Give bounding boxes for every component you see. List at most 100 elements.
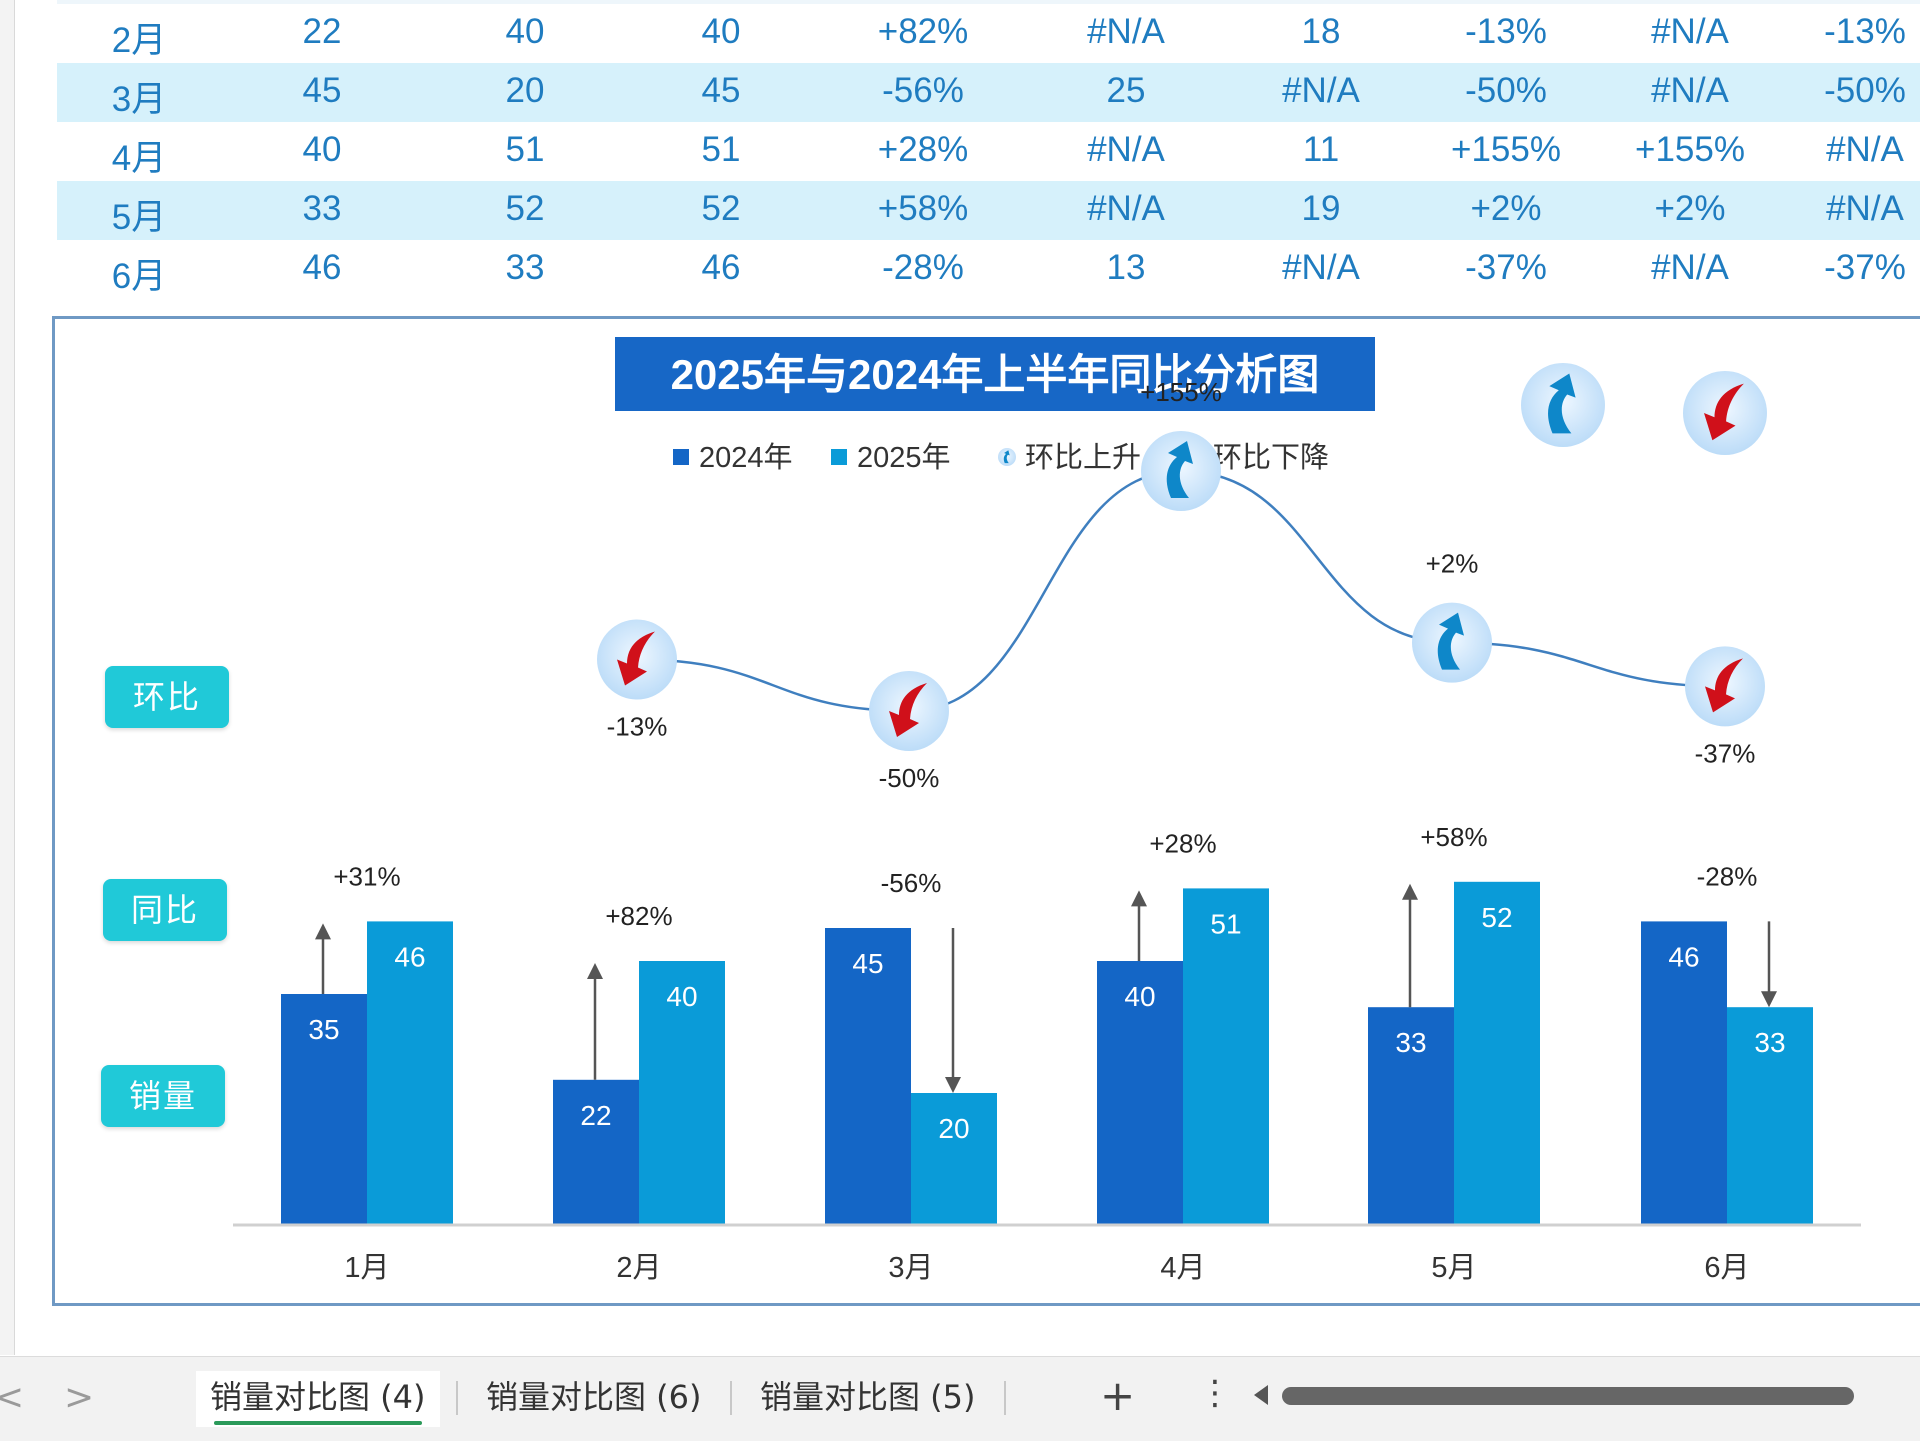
- bar-2025[interactable]: [911, 1093, 997, 1225]
- table-cell-max[interactable]: 51: [701, 130, 741, 169]
- active-tab-indicator: [214, 1421, 422, 1425]
- bar-2025[interactable]: [1183, 888, 1269, 1225]
- table-cell-down[interactable]: -50%: [1824, 71, 1906, 110]
- bar-2024[interactable]: [281, 994, 367, 1225]
- table-cell-c6[interactable]: #N/A: [1087, 12, 1165, 51]
- table-cell-c7[interactable]: 19: [1301, 189, 1341, 228]
- chart-title: 2025年与2024年上半年同比分析图: [671, 351, 1320, 398]
- table-cell-mom[interactable]: -50%: [1465, 71, 1547, 110]
- yoy-label: +31%: [333, 861, 400, 891]
- table-cell-up[interactable]: #N/A: [1651, 248, 1729, 287]
- table-cell-v2025[interactable]: 40: [505, 12, 545, 51]
- chart-title-bg: [615, 337, 1375, 411]
- table-row[interactable]: 4月 40 51 51 +28% #N/A 11 +155% +155% #N/A: [57, 122, 1920, 181]
- table-cell-up[interactable]: +2%: [1654, 189, 1726, 228]
- table-cell-c6[interactable]: #N/A: [1087, 189, 1165, 228]
- table-cell-max[interactable]: 52: [701, 189, 741, 228]
- table-row[interactable]: 2月 22 40 40 +82% #N/A 18 -13% #N/A -13%: [57, 4, 1920, 63]
- down-curved-arrow-icon: [889, 683, 927, 737]
- tab-label: 销量对比图 (5): [760, 1378, 976, 1416]
- table-cell-v2025[interactable]: 33: [505, 248, 545, 287]
- table-cell-yoy[interactable]: +58%: [877, 189, 969, 228]
- table-cell-yoy[interactable]: +28%: [877, 130, 969, 169]
- table-cell-v2024[interactable]: 40: [302, 130, 342, 169]
- table-row[interactable]: 6月 46 33 46 -28% 13 #N/A -37% #N/A -37%: [57, 240, 1920, 299]
- table-cell-month[interactable]: 6月: [111, 257, 167, 296]
- table-cell-c7[interactable]: 11: [1302, 130, 1340, 169]
- down-curved-arrow-icon: [1705, 658, 1743, 713]
- mom-label: -13%: [607, 711, 668, 741]
- table-cell-up[interactable]: #N/A: [1651, 12, 1729, 51]
- table-cell-yoy[interactable]: +82%: [877, 12, 969, 51]
- bar-2024[interactable]: [553, 1079, 639, 1225]
- table-cell-v2025[interactable]: 20: [505, 71, 545, 110]
- table-cell-v2025[interactable]: 52: [505, 189, 545, 228]
- tab-divider: [730, 1381, 732, 1415]
- arrow-bubble: [998, 448, 1016, 466]
- table-cell-v2024[interactable]: 45: [302, 71, 342, 110]
- table-cell-c7[interactable]: #N/A: [1282, 71, 1360, 110]
- data-label-2025: 33: [1754, 1027, 1785, 1058]
- add-sheet-button[interactable]: +: [1100, 1371, 1136, 1420]
- bar-2025[interactable]: [367, 921, 453, 1225]
- table-cell-mom[interactable]: -37%: [1465, 248, 1547, 287]
- bar-2025[interactable]: [1727, 1007, 1813, 1225]
- table-cell-month[interactable]: 4月: [111, 139, 167, 178]
- table-cell-month[interactable]: 3月: [111, 80, 167, 119]
- table-cell-month[interactable]: 2月: [111, 21, 167, 60]
- bar-2024[interactable]: [1097, 961, 1183, 1225]
- table-cell-down[interactable]: -37%: [1824, 248, 1906, 287]
- table-cell-down[interactable]: -13%: [1824, 12, 1906, 51]
- table-cell-c7[interactable]: 18: [1301, 12, 1341, 51]
- table-cell-c6[interactable]: 25: [1106, 71, 1146, 110]
- bar-2024[interactable]: [825, 928, 911, 1225]
- table-cell-mom[interactable]: -13%: [1465, 12, 1547, 51]
- tab-sales-compare-6[interactable]: 销量对比图 (6): [472, 1371, 716, 1427]
- next-sheet-icon[interactable]: >: [64, 1377, 95, 1418]
- data-label-2025: 40: [666, 981, 697, 1012]
- up-curved-arrow-icon: [1548, 373, 1576, 434]
- table-row[interactable]: 3月 45 20 45 -56% 25 #N/A -50% #N/A -50%: [57, 63, 1920, 122]
- chart-area[interactable]: 2025年与2024年上半年同比分析图 2024年 2025年 环比上升 环比下降 -…: [52, 316, 1920, 1306]
- tab-sales-compare-5[interactable]: 销量对比图 (5): [746, 1371, 990, 1427]
- horizontal-scrollbar[interactable]: [1282, 1387, 1854, 1405]
- table-cell-yoy[interactable]: -56%: [882, 71, 964, 110]
- table-cell-c6[interactable]: 13: [1106, 248, 1146, 287]
- data-label-2025: 51: [1210, 908, 1241, 939]
- mom-label: +155%: [1140, 377, 1222, 407]
- sheet-menu-icon[interactable]: ⋮: [1198, 1373, 1232, 1413]
- table-cell-up[interactable]: +155%: [1635, 130, 1745, 169]
- table-cell-yoy[interactable]: -28%: [882, 248, 964, 287]
- table-cell-v2025[interactable]: 51: [505, 130, 545, 169]
- table-cell-v2024[interactable]: 46: [302, 248, 342, 287]
- table-cell-down[interactable]: #N/A: [1826, 130, 1904, 169]
- x-tick-label: 5月: [1431, 1252, 1476, 1284]
- arrow-bubble: [1141, 431, 1221, 511]
- yoy-label: 同比: [103, 879, 227, 941]
- table-cell-down[interactable]: #N/A: [1826, 189, 1904, 228]
- tab-sales-compare-4[interactable]: 销量对比图 (4): [196, 1371, 440, 1427]
- table-cell-c7[interactable]: #N/A: [1282, 248, 1360, 287]
- table-cell-max[interactable]: 45: [701, 71, 741, 110]
- data-label-2024: 33: [1395, 1027, 1426, 1058]
- bar-2024[interactable]: [1641, 921, 1727, 1225]
- table-cell-max[interactable]: 40: [701, 12, 741, 51]
- bar-2025[interactable]: [1454, 881, 1540, 1225]
- bar-2024[interactable]: [1368, 1007, 1454, 1225]
- x-tick-label: 3月: [888, 1252, 933, 1284]
- table-cell-c6[interactable]: #N/A: [1087, 130, 1165, 169]
- bar-2025[interactable]: [639, 961, 725, 1225]
- table-cell-mom[interactable]: +155%: [1451, 130, 1561, 169]
- table-cell-mom[interactable]: +2%: [1470, 189, 1542, 228]
- down-curved-arrow-icon: [1704, 383, 1744, 441]
- prev-sheet-icon[interactable]: <: [0, 1377, 25, 1418]
- table-cell-v2024[interactable]: 33: [302, 189, 342, 228]
- legend-entry: 2024年: [699, 441, 793, 474]
- sheet-tab-bar: < > 销量对比图 (4) 销量对比图 (6) 销量对比图 (5) + ⋮: [0, 1356, 1920, 1441]
- table-cell-v2024[interactable]: 22: [302, 12, 342, 51]
- table-row[interactable]: 5月 33 52 52 +58% #N/A 19 +2% +2% #N/A: [57, 181, 1920, 240]
- table-cell-max[interactable]: 46: [701, 248, 741, 287]
- table-cell-up[interactable]: #N/A: [1651, 71, 1729, 110]
- scroll-left-icon[interactable]: [1254, 1385, 1268, 1405]
- table-cell-month[interactable]: 5月: [111, 198, 167, 237]
